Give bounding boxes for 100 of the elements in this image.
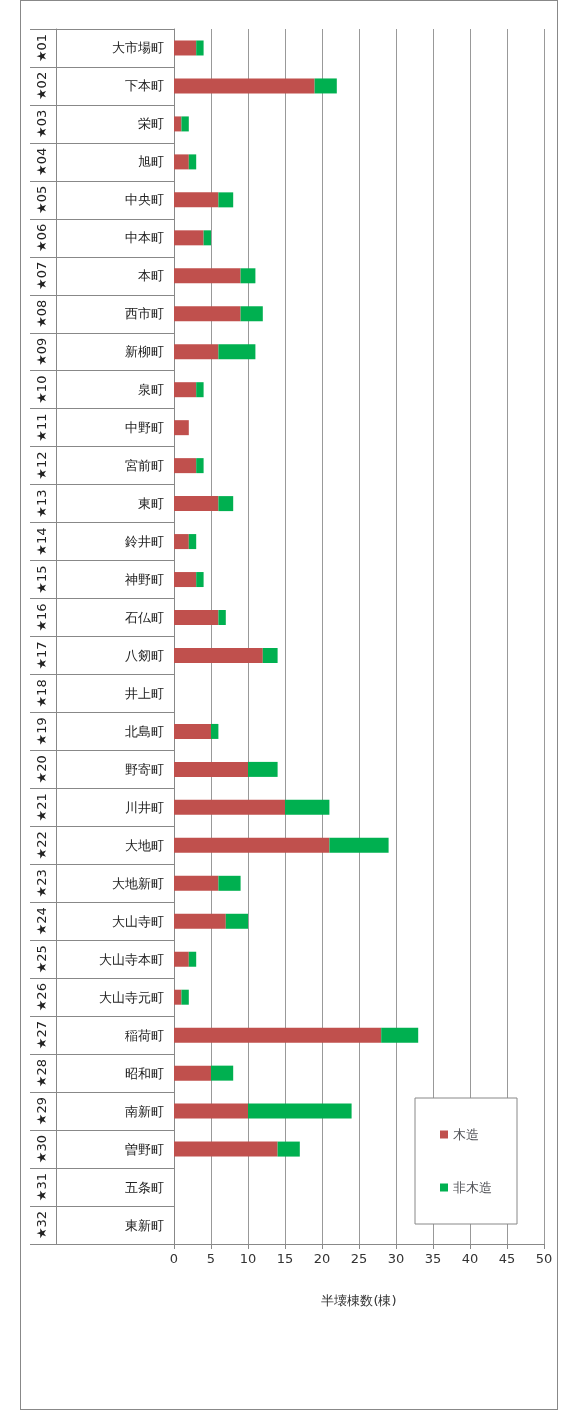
bar bbox=[248, 1103, 352, 1119]
bar bbox=[188, 951, 197, 967]
bar bbox=[262, 647, 278, 663]
x-tick-label: 5 bbox=[206, 1251, 216, 1266]
text: ★08 bbox=[34, 299, 49, 328]
text: ★27 bbox=[34, 1021, 49, 1050]
bar bbox=[218, 875, 241, 891]
y-tick-label: 北島町 bbox=[125, 723, 164, 739]
y-tick-label: 石仏町 bbox=[125, 610, 164, 626]
bar bbox=[277, 1141, 300, 1157]
y-tick-label: 西市町 bbox=[125, 306, 164, 322]
x-tick-label: 0 bbox=[169, 1251, 179, 1266]
text: ★21 bbox=[34, 793, 49, 822]
y-tick-label: 昭和町 bbox=[125, 1065, 164, 1081]
bar bbox=[329, 837, 389, 853]
x-tick-label: 35 bbox=[424, 1251, 442, 1266]
text: ★02 bbox=[34, 71, 49, 101]
x-tick-label: 30 bbox=[387, 1251, 405, 1266]
y-tick-label: 中央町 bbox=[125, 192, 164, 208]
text: ★15 bbox=[34, 565, 49, 594]
bar bbox=[225, 913, 248, 929]
y-tick-label: 鈴井町 bbox=[125, 534, 164, 550]
y-tick-label: 稲荷町 bbox=[125, 1027, 164, 1043]
bar bbox=[181, 116, 189, 132]
bar bbox=[314, 78, 337, 94]
text: ★26 bbox=[34, 983, 49, 1012]
y-tick-label: 中野町 bbox=[125, 420, 164, 436]
bar bbox=[196, 458, 204, 474]
y-tick-label: 東新町 bbox=[125, 1217, 164, 1233]
y-tick-label: 大地新町 bbox=[112, 875, 164, 891]
x-axis-title: 半壊棟数(棟) bbox=[321, 1293, 397, 1308]
y-tick-label: 井上町 bbox=[125, 685, 164, 701]
text: ★12 bbox=[34, 451, 49, 480]
y-tick-label: 川井町 bbox=[125, 799, 164, 815]
bar bbox=[218, 496, 234, 512]
bar bbox=[174, 306, 241, 322]
bar bbox=[174, 154, 189, 170]
y-tick-label: 南新町 bbox=[125, 1103, 164, 1119]
y-tick-label: 中本町 bbox=[125, 230, 164, 246]
bar bbox=[174, 647, 263, 663]
bar bbox=[174, 989, 182, 1005]
y-tick-label: 大山寺町 bbox=[112, 913, 164, 929]
text: ★31 bbox=[34, 1172, 49, 1202]
bar bbox=[174, 40, 197, 56]
legend-label: 非木造 bbox=[453, 1180, 492, 1195]
bar bbox=[181, 989, 189, 1005]
text: ★17 bbox=[34, 641, 49, 670]
bar bbox=[174, 344, 219, 360]
x-tick-label: 50 bbox=[535, 1251, 553, 1266]
x-tick-label: 20 bbox=[313, 1251, 331, 1266]
bar bbox=[211, 1065, 234, 1081]
bar bbox=[174, 1103, 248, 1119]
text: ★25 bbox=[34, 945, 49, 974]
text: ★13 bbox=[34, 489, 49, 518]
bar bbox=[174, 610, 219, 626]
y-tick-label: 宮前町 bbox=[125, 458, 164, 474]
y-tick-label: 大市場町 bbox=[112, 40, 164, 56]
text: ★18 bbox=[34, 679, 49, 708]
text: ★20 bbox=[34, 755, 49, 784]
bar bbox=[174, 951, 189, 967]
bar bbox=[218, 344, 256, 360]
text: ★07 bbox=[34, 261, 49, 290]
bar bbox=[174, 723, 211, 739]
text: ★14 bbox=[34, 527, 49, 556]
bar bbox=[196, 382, 204, 398]
y-tick-label: 曽野町 bbox=[125, 1141, 164, 1157]
bar bbox=[240, 306, 263, 322]
bar bbox=[174, 1027, 382, 1043]
y-tick-label: 野寄町 bbox=[125, 761, 164, 777]
text: ★01 bbox=[34, 33, 49, 63]
y-tick-label: 八剱町 bbox=[125, 647, 164, 663]
bar bbox=[196, 40, 204, 56]
bar bbox=[174, 875, 219, 891]
bar bbox=[174, 230, 204, 246]
y-tick-label: 神野町 bbox=[125, 572, 164, 588]
bar bbox=[211, 723, 219, 739]
text: ★28 bbox=[34, 1059, 49, 1088]
y-tick-label: 東町 bbox=[138, 496, 164, 512]
text: ★05 bbox=[34, 185, 49, 214]
x-tick-label: 45 bbox=[498, 1251, 516, 1266]
bar bbox=[174, 116, 182, 132]
bar bbox=[174, 534, 189, 550]
text: ★11 bbox=[34, 413, 49, 442]
bar bbox=[218, 610, 226, 626]
text: ★23 bbox=[34, 869, 49, 898]
text: ★09 bbox=[34, 337, 49, 366]
y-tick-label: 旭町 bbox=[138, 154, 164, 170]
y-tick-label: 泉町 bbox=[138, 382, 164, 398]
y-tick-label: 大山寺本町 bbox=[99, 951, 164, 967]
text: ★03 bbox=[34, 109, 49, 139]
text: ★06 bbox=[34, 223, 49, 252]
y-tick-label: 大山寺元町 bbox=[99, 989, 164, 1005]
text: ★24 bbox=[34, 907, 49, 936]
bar bbox=[248, 761, 278, 777]
text: ★32 bbox=[34, 1210, 49, 1240]
bar bbox=[174, 420, 189, 436]
x-tick-label: 15 bbox=[276, 1251, 294, 1266]
bar bbox=[174, 268, 241, 284]
bar bbox=[188, 534, 197, 550]
bar bbox=[174, 761, 248, 777]
